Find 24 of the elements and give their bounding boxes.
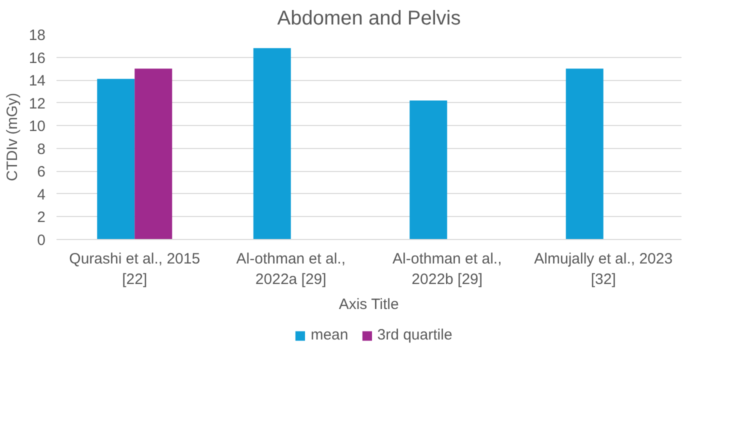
bar [410, 100, 448, 240]
x-tick-label: Almujally et al., 2023 [32] [534, 250, 673, 288]
x-tick-label: Qurashi et al., 2015 [22] [69, 250, 200, 288]
bar [566, 68, 604, 240]
y-tick-label: 18 [28, 27, 46, 44]
y-axis-title: CTDIv (mGy) [4, 92, 21, 182]
bar [134, 68, 172, 240]
bar [253, 48, 291, 240]
y-tick-label: 14 [28, 72, 46, 90]
chart-title: Abdomen and Pelvis [277, 8, 461, 30]
legend-label: mean [310, 326, 348, 344]
x-tick-label: Al-othman et al., 2022b [29] [392, 250, 502, 288]
y-tick-label: 2 [37, 209, 46, 226]
x-axis-title: Axis Title [338, 296, 399, 313]
x-tick-label: Al-othman et al., 2022a [29] [236, 250, 346, 288]
y-tick-label: 6 [37, 164, 46, 181]
bar [97, 78, 135, 240]
legend-label: 3rd quartile [377, 326, 452, 344]
y-tick-label: 12 [28, 95, 46, 112]
y-tick-label: 16 [28, 50, 46, 67]
y-tick-label: 0 [37, 232, 46, 249]
y-tick-label: 10 [28, 118, 46, 136]
y-tick-label: 8 [37, 140, 46, 158]
y-tick-label: 4 [37, 186, 46, 204]
